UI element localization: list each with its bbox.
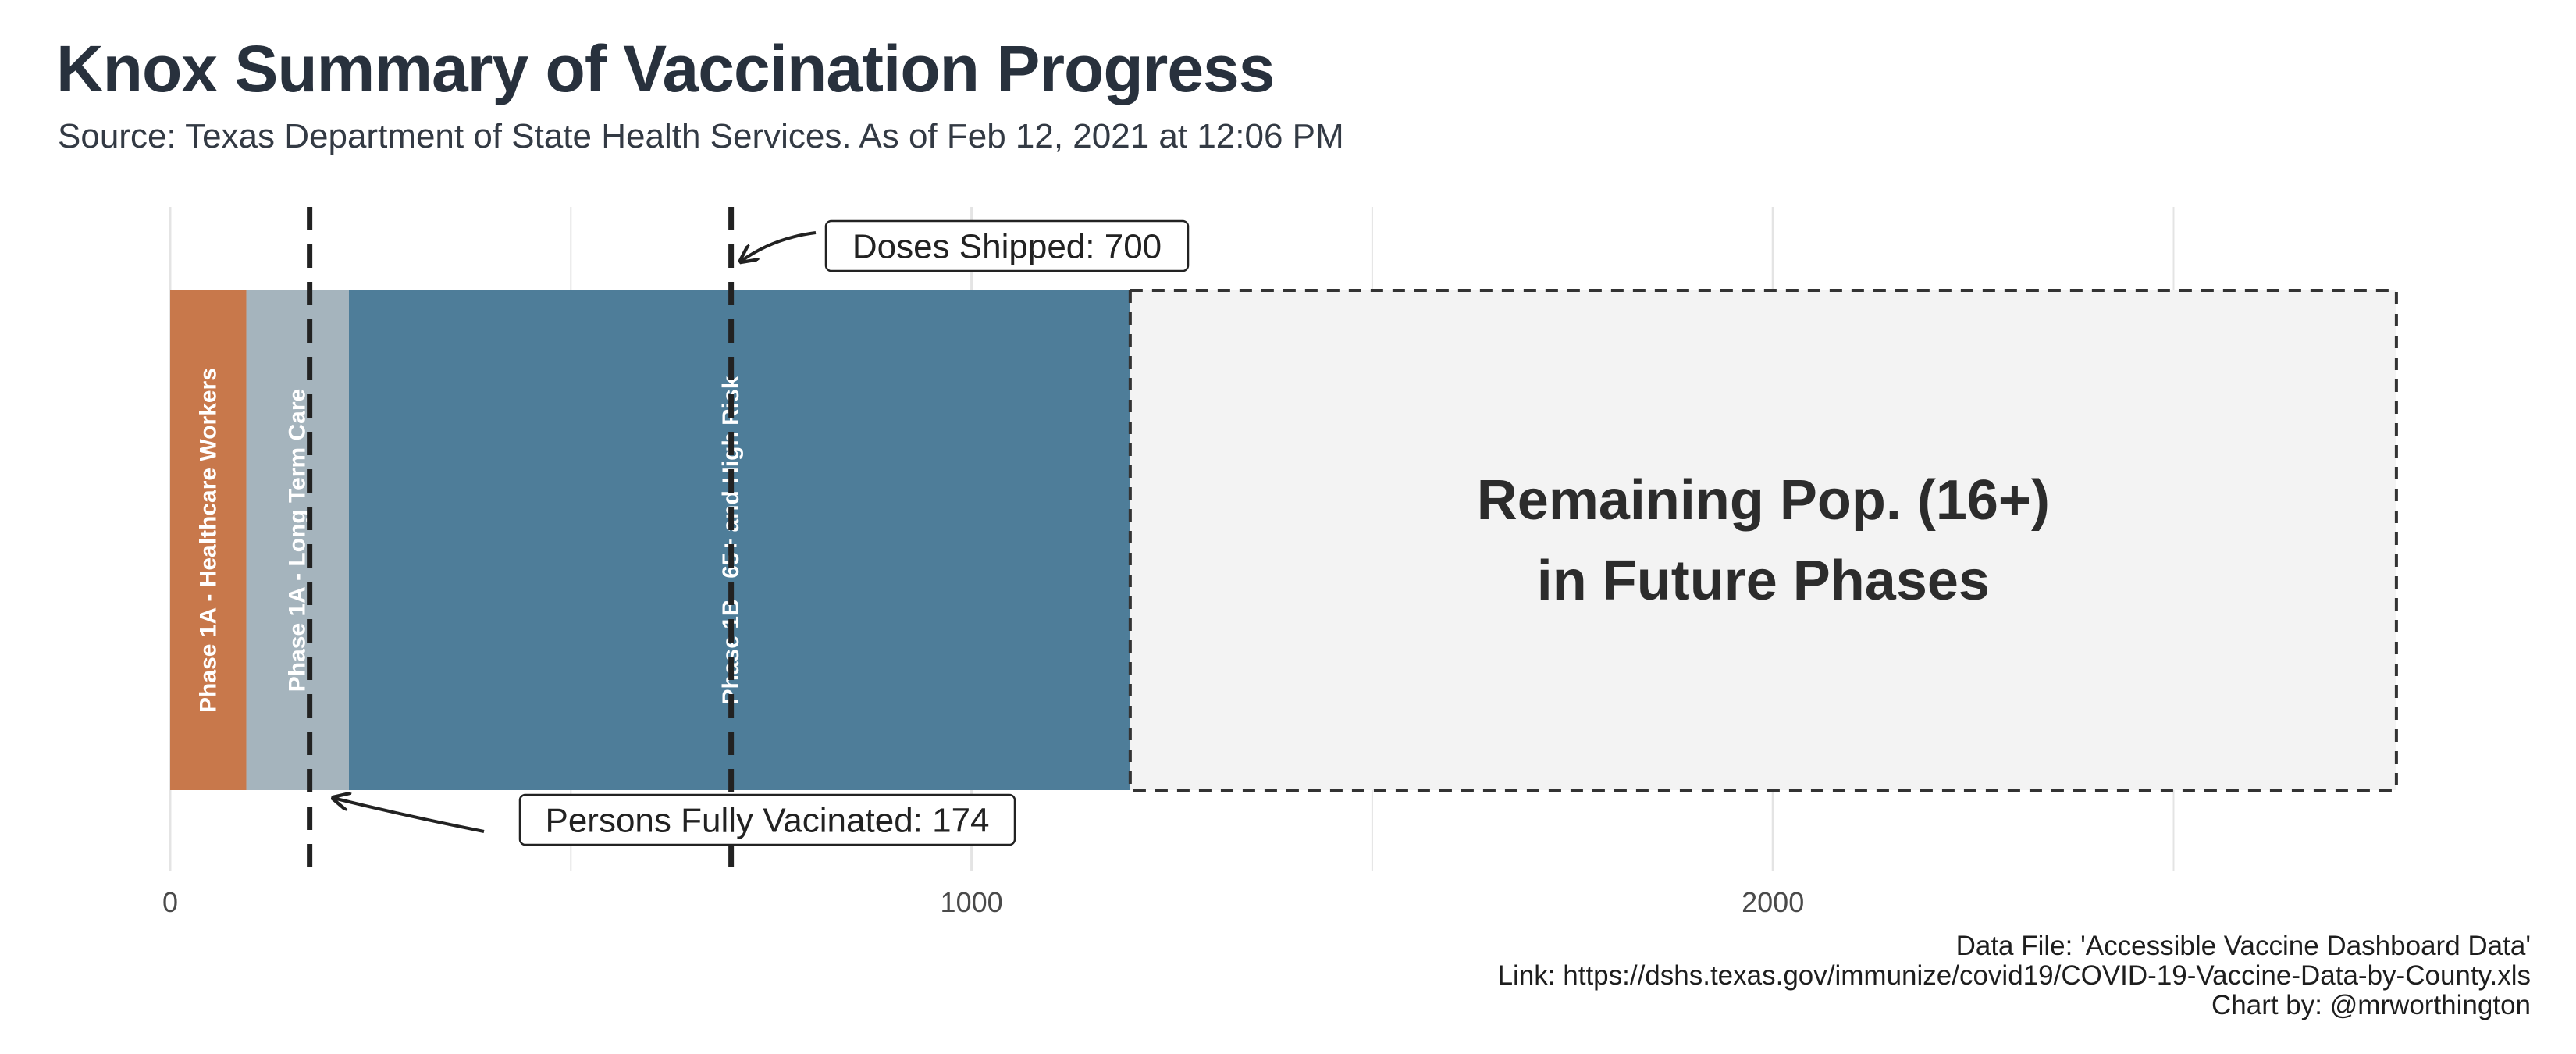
caption-credit: Chart by: @mrworthington xyxy=(2211,990,2531,1020)
fully-vaccinated-label: Persons Fully Vacinated: 174 xyxy=(545,802,989,840)
segment-label: Phase 1B - 65+ and High Risk xyxy=(718,376,744,704)
fully-vaccinated-label-box xyxy=(518,793,1016,846)
chart-title: Knox Summary of Vaccination Progress xyxy=(56,32,1275,105)
remaining-population-box xyxy=(1128,289,2398,792)
bar-segment xyxy=(170,290,247,790)
x-tick-label: 1000 xyxy=(941,886,1003,918)
segment-label: Phase 1A - Healthcare Workers xyxy=(195,368,221,713)
x-tick-label: 2000 xyxy=(1742,886,1804,918)
doses-shipped-arrow xyxy=(741,231,817,262)
doses-shipped-label: Doses Shipped: 700 xyxy=(852,228,1162,266)
x-tick-label: 0 xyxy=(162,886,178,918)
caption-data-file: Data File: 'Accessible Vaccine Dashboard… xyxy=(1955,931,2531,961)
fully-vaccinated-arrow xyxy=(333,798,485,833)
remaining-label: in Future Phases xyxy=(1537,550,1990,612)
bar-segment xyxy=(348,290,1130,790)
segment-label: Phase 1A - Long Term Care xyxy=(285,389,311,692)
bar-segment xyxy=(246,290,349,790)
remaining-label: Remaining Pop. (16+) xyxy=(1477,469,2050,532)
chart-subtitle: Source: Texas Department of State Health… xyxy=(58,117,1344,155)
caption-link[interactable]: Link: https://dshs.texas.gov/immunize/co… xyxy=(1497,960,2531,991)
doses-shipped-label-box xyxy=(824,219,1190,272)
